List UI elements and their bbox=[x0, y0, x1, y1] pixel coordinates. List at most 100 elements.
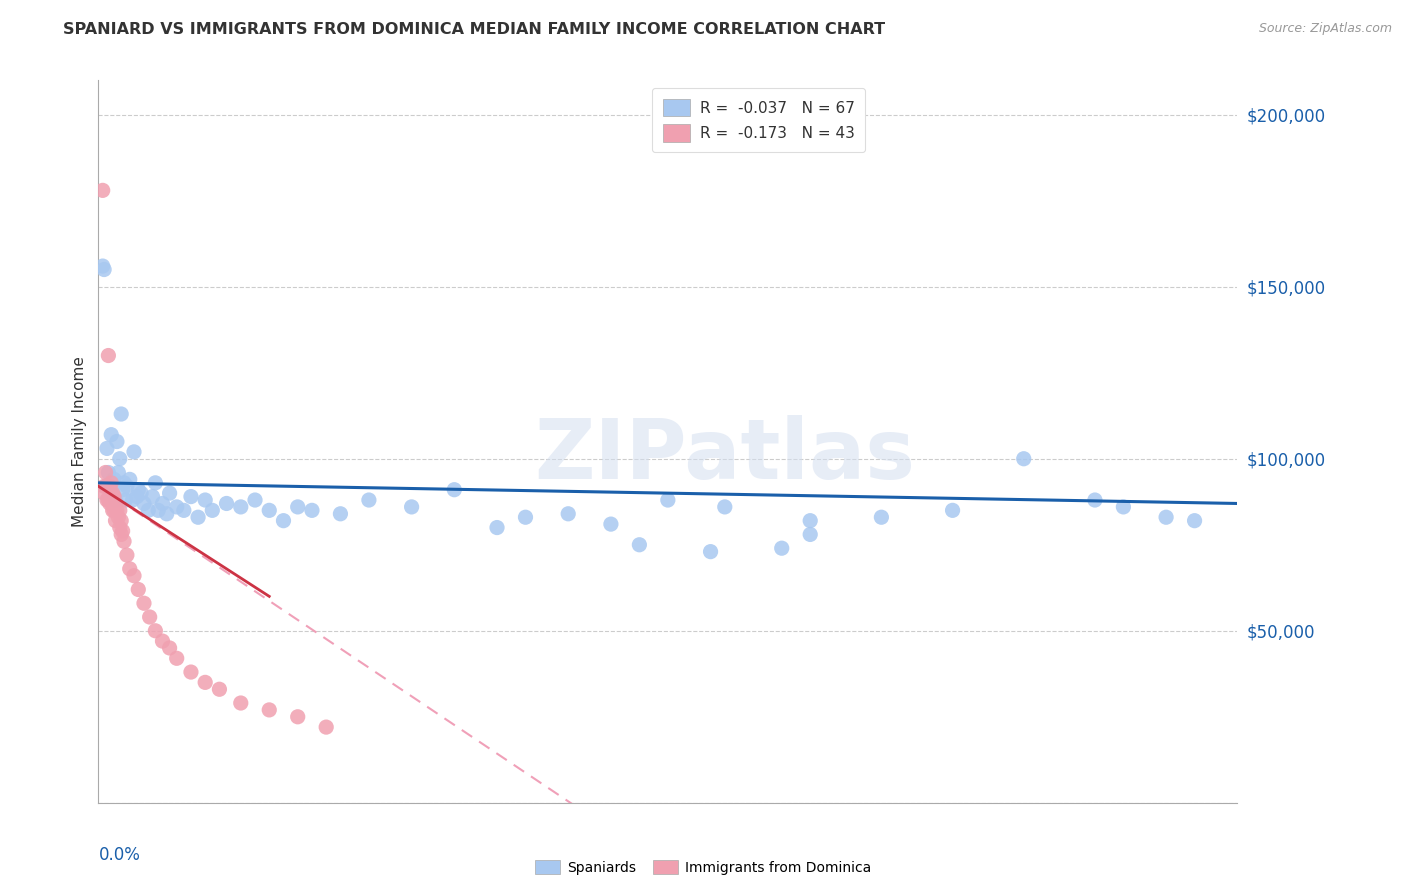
Point bbox=[136, 503, 159, 517]
Point bbox=[103, 490, 125, 504]
Point bbox=[201, 503, 224, 517]
Point bbox=[122, 568, 145, 582]
Point bbox=[100, 493, 122, 508]
Point bbox=[127, 582, 149, 597]
Point bbox=[101, 486, 124, 500]
Point bbox=[110, 407, 132, 421]
Point bbox=[100, 475, 122, 490]
Point bbox=[145, 475, 167, 490]
Point bbox=[287, 710, 309, 724]
Point bbox=[1184, 514, 1206, 528]
Point bbox=[101, 503, 124, 517]
Point bbox=[94, 466, 117, 480]
Point bbox=[229, 500, 252, 514]
Point bbox=[329, 507, 352, 521]
Point bbox=[115, 548, 138, 562]
Point bbox=[159, 486, 181, 500]
Point bbox=[96, 479, 118, 493]
Point bbox=[401, 500, 423, 514]
Point bbox=[93, 479, 115, 493]
Text: ZIPatlas: ZIPatlas bbox=[534, 416, 915, 497]
Point bbox=[111, 524, 134, 538]
Point bbox=[145, 624, 167, 638]
Point bbox=[259, 503, 281, 517]
Point bbox=[166, 651, 188, 665]
Point bbox=[138, 610, 160, 624]
Point bbox=[215, 496, 238, 510]
Legend: R =  -0.037   N = 67, R =  -0.173   N = 43: R = -0.037 N = 67, R = -0.173 N = 43 bbox=[652, 88, 865, 153]
Point bbox=[208, 682, 231, 697]
Point bbox=[287, 500, 309, 514]
Text: 0.0%: 0.0% bbox=[98, 847, 141, 864]
Point bbox=[515, 510, 537, 524]
Point bbox=[96, 493, 118, 508]
Point bbox=[108, 503, 131, 517]
Point bbox=[112, 475, 135, 490]
Point bbox=[180, 665, 202, 679]
Point bbox=[129, 486, 152, 500]
Point bbox=[105, 503, 128, 517]
Point bbox=[132, 596, 155, 610]
Point bbox=[108, 451, 131, 466]
Point bbox=[148, 503, 170, 517]
Point bbox=[315, 720, 337, 734]
Point bbox=[770, 541, 793, 556]
Point bbox=[486, 520, 509, 534]
Point bbox=[115, 479, 138, 493]
Legend: Spaniards, Immigrants from Dominica: Spaniards, Immigrants from Dominica bbox=[530, 855, 876, 880]
Point bbox=[91, 183, 114, 197]
Point bbox=[443, 483, 465, 497]
Point bbox=[132, 496, 155, 510]
Point bbox=[111, 483, 134, 497]
Point bbox=[107, 466, 129, 480]
Point bbox=[259, 703, 281, 717]
Point bbox=[98, 479, 121, 493]
Point bbox=[103, 503, 125, 517]
Point bbox=[942, 503, 965, 517]
Point bbox=[104, 496, 127, 510]
Point bbox=[600, 517, 623, 532]
Point bbox=[557, 507, 579, 521]
Point bbox=[273, 514, 295, 528]
Point bbox=[699, 544, 721, 558]
Point bbox=[870, 510, 893, 524]
Point bbox=[173, 503, 195, 517]
Point bbox=[93, 262, 115, 277]
Point bbox=[657, 493, 679, 508]
Point bbox=[104, 514, 127, 528]
Point bbox=[97, 349, 120, 363]
Point bbox=[141, 490, 163, 504]
Point bbox=[105, 434, 128, 449]
Point bbox=[194, 493, 217, 508]
Text: SPANIARD VS IMMIGRANTS FROM DOMINICA MEDIAN FAMILY INCOME CORRELATION CHART: SPANIARD VS IMMIGRANTS FROM DOMINICA MED… bbox=[63, 22, 886, 37]
Point bbox=[1154, 510, 1177, 524]
Point bbox=[229, 696, 252, 710]
Point bbox=[118, 472, 141, 486]
Point bbox=[97, 466, 120, 480]
Point bbox=[194, 675, 217, 690]
Point bbox=[714, 500, 737, 514]
Point bbox=[93, 486, 115, 500]
Point bbox=[110, 514, 132, 528]
Point bbox=[152, 496, 174, 510]
Point bbox=[127, 483, 149, 497]
Text: Source: ZipAtlas.com: Source: ZipAtlas.com bbox=[1258, 22, 1392, 36]
Point bbox=[187, 510, 209, 524]
Point bbox=[357, 493, 380, 508]
Point bbox=[180, 490, 202, 504]
Point bbox=[121, 493, 143, 508]
Point bbox=[100, 427, 122, 442]
Point bbox=[118, 562, 141, 576]
Point bbox=[799, 527, 821, 541]
Point bbox=[101, 486, 124, 500]
Point bbox=[125, 490, 148, 504]
Point bbox=[156, 507, 179, 521]
Point bbox=[91, 259, 114, 273]
Point bbox=[159, 640, 181, 655]
Point bbox=[112, 534, 135, 549]
Point bbox=[628, 538, 651, 552]
Point bbox=[97, 493, 120, 508]
Point bbox=[110, 527, 132, 541]
Point bbox=[104, 493, 127, 508]
Point bbox=[166, 500, 188, 514]
